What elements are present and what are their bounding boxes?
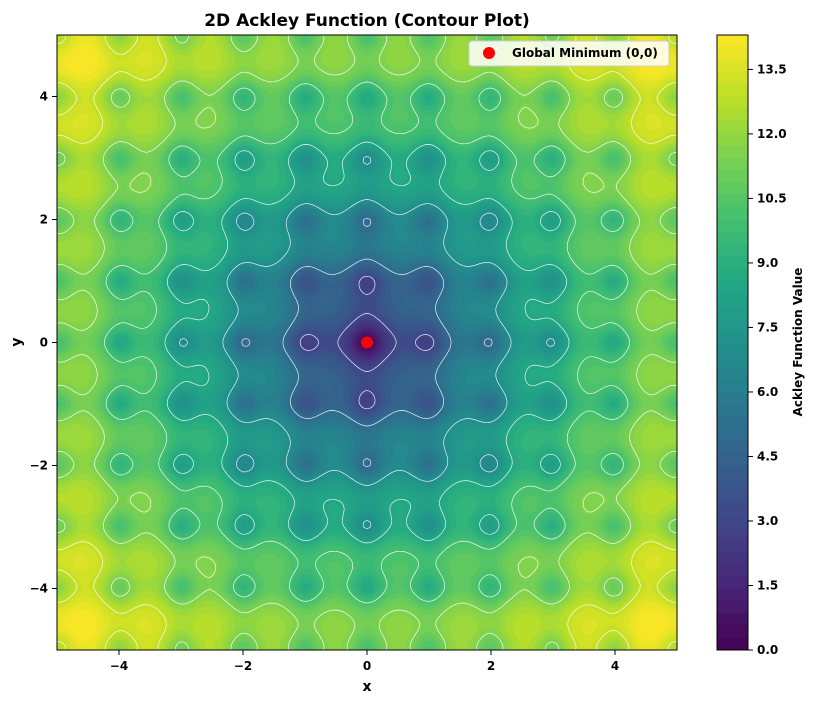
contour-line-level-10 <box>104 81 630 604</box>
colorbar-tick-label: 13.5 <box>757 62 787 76</box>
y-axis: −4 −2 0 2 4 <box>30 90 57 596</box>
x-tick-label: 0 <box>363 659 371 673</box>
contour-line-level-3 <box>299 275 435 410</box>
colorbar-gradient <box>717 35 748 650</box>
y-tick-label: −4 <box>30 582 48 596</box>
contour-line-level-11_5 <box>56 34 678 651</box>
x-axis: −4 −2 0 2 4 <box>110 650 619 673</box>
colorbar-tick-label: 1.5 <box>757 578 778 592</box>
x-tick-label: −2 <box>234 659 252 673</box>
colorbar-label: Ackley Function Value <box>791 268 805 417</box>
colorbar-tick-label: 7.5 <box>757 320 778 334</box>
colorbar-tick-label: 9.0 <box>757 256 778 270</box>
colorbar-tick-label: 12.0 <box>757 127 787 141</box>
legend-marker <box>483 47 495 59</box>
x-axis-label: x <box>362 679 371 695</box>
colorbar-tick-label: 0.0 <box>757 643 778 657</box>
x-tick-label: 2 <box>487 659 495 673</box>
global-minimum-point <box>361 336 373 349</box>
contour-line-level-8_5 <box>164 141 570 544</box>
colorbar-tick-label: 6.0 <box>757 385 778 399</box>
legend: Global Minimum (0,0) <box>468 40 670 67</box>
colorbar-tick-label: 10.5 <box>757 191 787 205</box>
y-axis-label: y <box>9 337 25 346</box>
y-tick-label: 4 <box>40 90 48 104</box>
contour-line-level-7 <box>178 155 556 530</box>
colorbar-frame <box>716 34 749 651</box>
colorbar-ticks: 0.0 1.5 3.0 4.5 6.0 7.5 9.0 10.5 12.0 13.5 <box>748 62 787 657</box>
colorbar: 0.0 1.5 3.0 4.5 6.0 7.5 9.0 10.5 12.0 13.5 Ackley… <box>716 34 805 657</box>
contour-lines <box>56 34 678 651</box>
plot-area <box>56 34 678 651</box>
y-tick-label: 0 <box>40 336 48 350</box>
colorbar-tick-label: 4.5 <box>757 449 778 463</box>
contour-line-level-13 <box>56 34 678 651</box>
y-tick-label: 2 <box>40 213 48 227</box>
colorbar-tick-label: 3.0 <box>757 514 778 528</box>
chart-title: 2D Ackley Function (Contour Plot) <box>204 11 530 31</box>
x-tick-label: −4 <box>110 659 128 673</box>
legend-box <box>468 40 670 67</box>
legend-entry-global-minimum: Global Minimum (0,0) <box>512 46 658 60</box>
contour-line-level-5 <box>241 217 493 468</box>
y-tick-label: −2 <box>30 459 48 473</box>
x-tick-label: 4 <box>611 659 619 673</box>
